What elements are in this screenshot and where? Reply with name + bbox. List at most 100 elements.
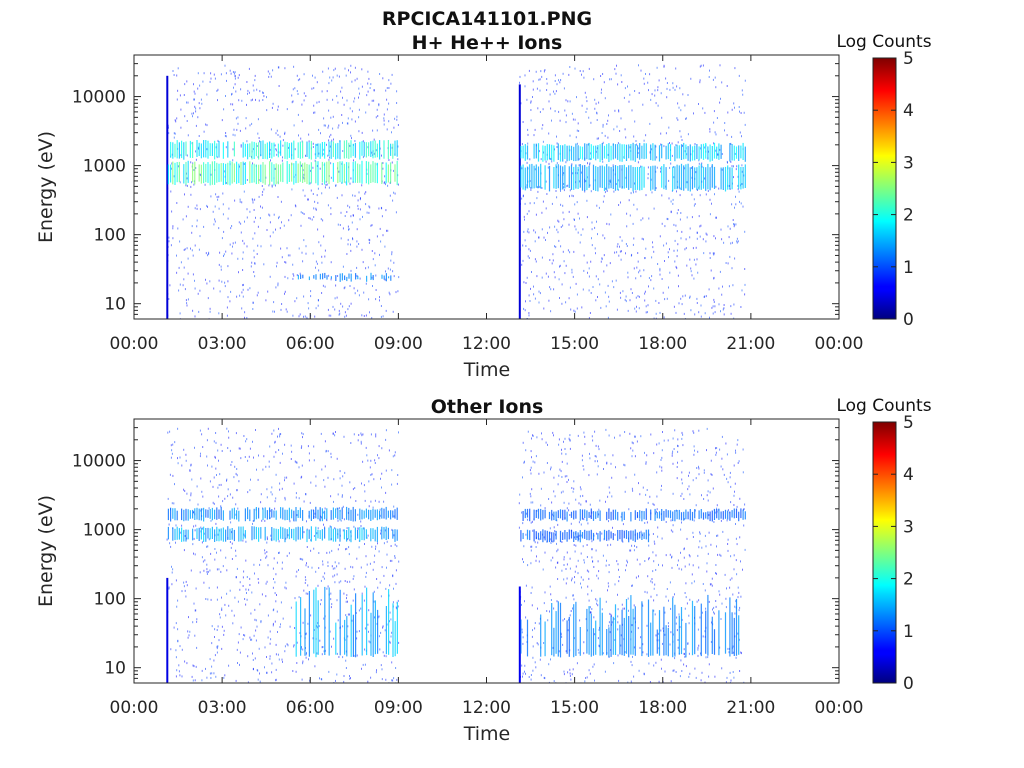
noise-pixel [654,542,656,545]
noise-pixel [256,145,258,147]
noise-pixel [705,232,707,235]
band-stripe [346,506,348,520]
noise-pixel [238,99,240,102]
band-stripe [727,510,729,520]
noise-pixel [280,623,281,626]
noise-pixel [328,158,330,161]
noise-pixel [207,464,208,467]
noise-pixel [698,473,700,476]
noise-pixel [388,449,390,452]
band-stripe [174,143,176,158]
noise-pixel [384,529,386,532]
noise-pixel [538,290,540,293]
band-stripe [231,528,233,540]
noise-pixel [545,180,547,183]
noise-pixel [725,606,727,609]
noise-pixel [347,122,349,125]
noise-pixel [530,100,532,103]
noise-pixel [638,147,640,150]
noise-pixel [698,103,699,105]
band-stripe [275,528,277,542]
noise-pixel [361,68,363,71]
band-stripe [365,161,367,184]
noise-pixel [722,285,723,288]
noise-pixel [701,671,703,674]
noise-pixel [688,471,690,474]
noise-pixel [298,315,300,318]
noise-pixel [648,89,649,92]
band-stripe [295,160,297,184]
noise-pixel [394,192,396,195]
noise-pixel [345,659,347,662]
band-stripe [729,143,731,162]
noise-pixel [537,607,538,610]
noise-pixel [704,146,706,149]
noise-pixel [560,491,562,494]
noise-pixel [296,514,298,517]
noise-pixel [376,129,378,132]
noise-pixel [642,651,644,654]
band-stripe [526,529,529,540]
noise-pixel [294,87,296,90]
noise-pixel [303,589,305,592]
noise-pixel [214,558,216,561]
band-stripe [249,509,251,522]
band-stripe [557,143,559,160]
noise-pixel [321,292,323,294]
noise-pixel [216,647,218,650]
noise-pixel [307,592,309,595]
noise-pixel [713,606,715,609]
noise-pixel [643,139,645,142]
noise-pixel [610,462,612,465]
noise-pixel [301,120,303,123]
noise-pixel [179,674,181,677]
noise-pixel [542,140,544,143]
noise-pixel [651,578,653,580]
band-stripe [313,510,315,519]
noise-pixel [586,216,588,219]
noise-pixel [231,558,233,560]
noise-pixel [550,468,551,471]
band-stripe [577,145,579,161]
noise-pixel [230,72,232,75]
noise-pixel [285,261,287,264]
noise-pixel [200,98,202,101]
noise-pixel [360,607,362,610]
noise-pixel [277,282,279,285]
noise-pixel [376,578,378,580]
noise-pixel [174,119,176,122]
noise-pixel [222,500,224,503]
noise-pixel [397,158,399,161]
noise-pixel [603,468,604,470]
noise-pixel [689,672,691,675]
band-stripe [702,166,705,189]
noise-pixel [574,550,576,553]
noise-pixel [331,139,333,142]
band-stripe [352,161,354,183]
noise-pixel [334,581,336,584]
noise-pixel [651,581,653,584]
band-stripe [181,508,183,521]
noise-pixel [533,293,535,296]
noise-pixel [323,479,325,482]
noise-pixel [231,92,233,95]
band-stripe [630,512,632,522]
noise-pixel [275,451,277,454]
noise-pixel [269,655,271,658]
noise-pixel [316,532,318,535]
noise-pixel [187,134,189,137]
noise-pixel [285,537,287,540]
noise-pixel [628,100,630,103]
noise-pixel [365,555,367,558]
band-stripe [273,142,275,157]
band-stripe [297,526,299,540]
noise-pixel [263,455,265,458]
band-stripe [588,165,590,188]
band-stripe [694,606,696,655]
band-stripe [639,531,641,539]
noise-pixel [542,568,544,571]
noise-pixel [683,663,685,666]
noise-pixel [614,109,616,112]
noise-pixel [716,572,717,575]
